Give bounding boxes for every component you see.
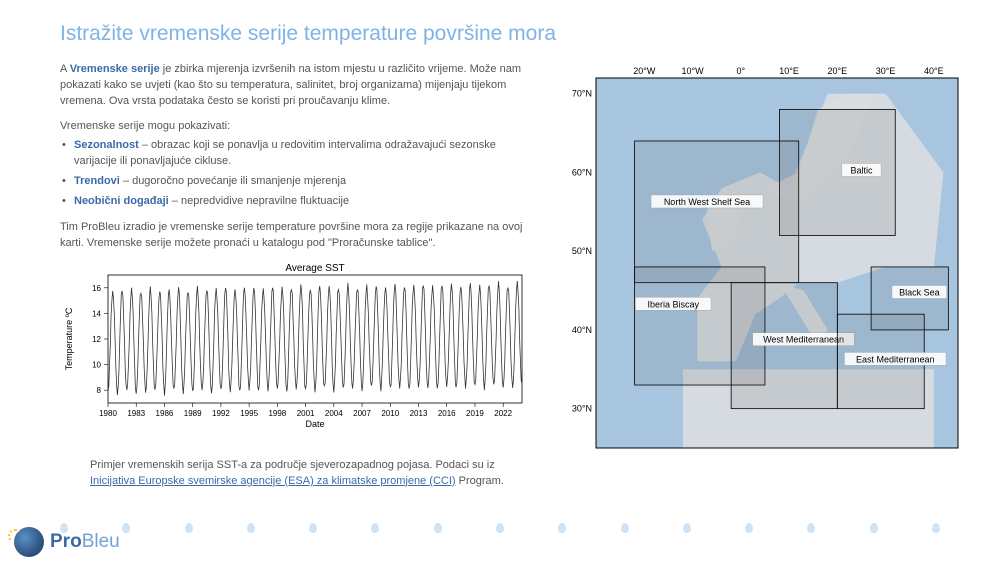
svg-text:70°N: 70°N [572,89,592,99]
svg-text:16: 16 [92,284,101,293]
intro-bold-term: Vremenske serije [70,63,160,75]
svg-text:14: 14 [92,310,101,319]
body-paragraph: Tim ProBleu izradio je vremenske serije … [60,220,540,252]
svg-text:40°E: 40°E [924,66,944,76]
svg-text:1995: 1995 [240,409,258,418]
svg-text:Date: Date [305,419,324,429]
bullet-term: Sezonalnost [74,139,139,151]
logo: ProBleu [14,527,120,557]
svg-text:Temperature ºC: Temperature ºC [64,308,74,371]
svg-text:2004: 2004 [325,409,343,418]
left-column: A Vremenske serije je zbirka mjerenja iz… [60,62,540,489]
svg-text:10°W: 10°W [681,66,704,76]
svg-text:2013: 2013 [410,409,428,418]
svg-text:50°N: 50°N [572,246,592,256]
svg-text:2016: 2016 [438,409,456,418]
decorative-droplets [60,523,940,537]
svg-text:60°N: 60°N [572,167,592,177]
bullet-item: Neobični događaji – nepredvidive nepravi… [60,194,540,210]
bullets-list: Sezonalnost – obrazac koji se ponavlja u… [60,138,540,210]
regions-map: 20°W 10°W 0° 10°E 20°E 30°E 40°E 30°N 40°N 50°N 60… [562,62,962,452]
svg-text:30°E: 30°E [876,66,896,76]
svg-text:1986: 1986 [156,409,174,418]
intro-prefix: A [60,63,70,75]
svg-text:Iberia Biscay: Iberia Biscay [647,299,699,309]
svg-text:10°E: 10°E [779,66,799,76]
svg-text:East Mediterranean: East Mediterranean [856,354,935,364]
intro-paragraph: A Vremenske serije je zbirka mjerenja iz… [60,62,540,110]
svg-text:2007: 2007 [353,409,371,418]
svg-text:1992: 1992 [212,409,230,418]
svg-text:10: 10 [92,361,101,370]
logo-globe-icon [14,527,44,557]
logo-text: ProBleu [50,531,120,553]
caption-link[interactable]: Inicijativa Europske svemirske agencije … [90,475,456,487]
svg-text:20°W: 20°W [633,66,656,76]
chart-caption: Primjer vremenskih serija SST-a za podru… [60,458,540,489]
svg-text:West Mediterranean: West Mediterranean [763,335,844,345]
logo-bleu: Bleu [82,531,120,552]
svg-text:1989: 1989 [184,409,202,418]
svg-text:1980: 1980 [99,409,117,418]
svg-text:30°N: 30°N [572,404,592,414]
svg-text:40°N: 40°N [572,325,592,335]
bullet-rest: – dugoročno povećanje ili smanjenje mjer… [120,175,346,187]
svg-text:2019: 2019 [466,409,484,418]
svg-text:1998: 1998 [268,409,286,418]
svg-text:20°E: 20°E [828,66,848,76]
logo-pro: Pro [50,531,82,552]
svg-text:8: 8 [97,387,102,396]
sst-chart: 8 10 12 14 16 1980 1983 1986 1989 1992 1995 1998 200… [60,259,530,454]
svg-text:Average SST: Average SST [285,263,344,274]
bullet-term: Trendovi [74,175,120,187]
page-title: Istražite vremenske serije temperature p… [60,22,556,46]
svg-text:2001: 2001 [297,409,315,418]
svg-text:12: 12 [92,335,101,344]
svg-text:0°: 0° [736,66,745,76]
bullet-item: Trendovi – dugoročno povećanje ili smanj… [60,174,540,190]
svg-text:2022: 2022 [494,409,512,418]
svg-text:2010: 2010 [381,409,399,418]
svg-text:North West Shelf Sea: North West Shelf Sea [664,197,750,207]
caption-pre: Primjer vremenskih serija SST-a za podru… [90,459,495,471]
bullet-term: Neobični događaji [74,195,169,207]
bullet-item: Sezonalnost – obrazac koji se ponavlja u… [60,138,540,170]
bullets-heading: Vremenske serije mogu pokazivati: [60,120,540,132]
svg-text:Black Sea: Black Sea [899,287,940,297]
caption-post: Program. [456,475,504,487]
svg-text:1983: 1983 [127,409,145,418]
svg-text:Baltic: Baltic [850,165,873,175]
bullet-rest: – nepredvidive nepravilne fluktuacije [169,195,349,207]
